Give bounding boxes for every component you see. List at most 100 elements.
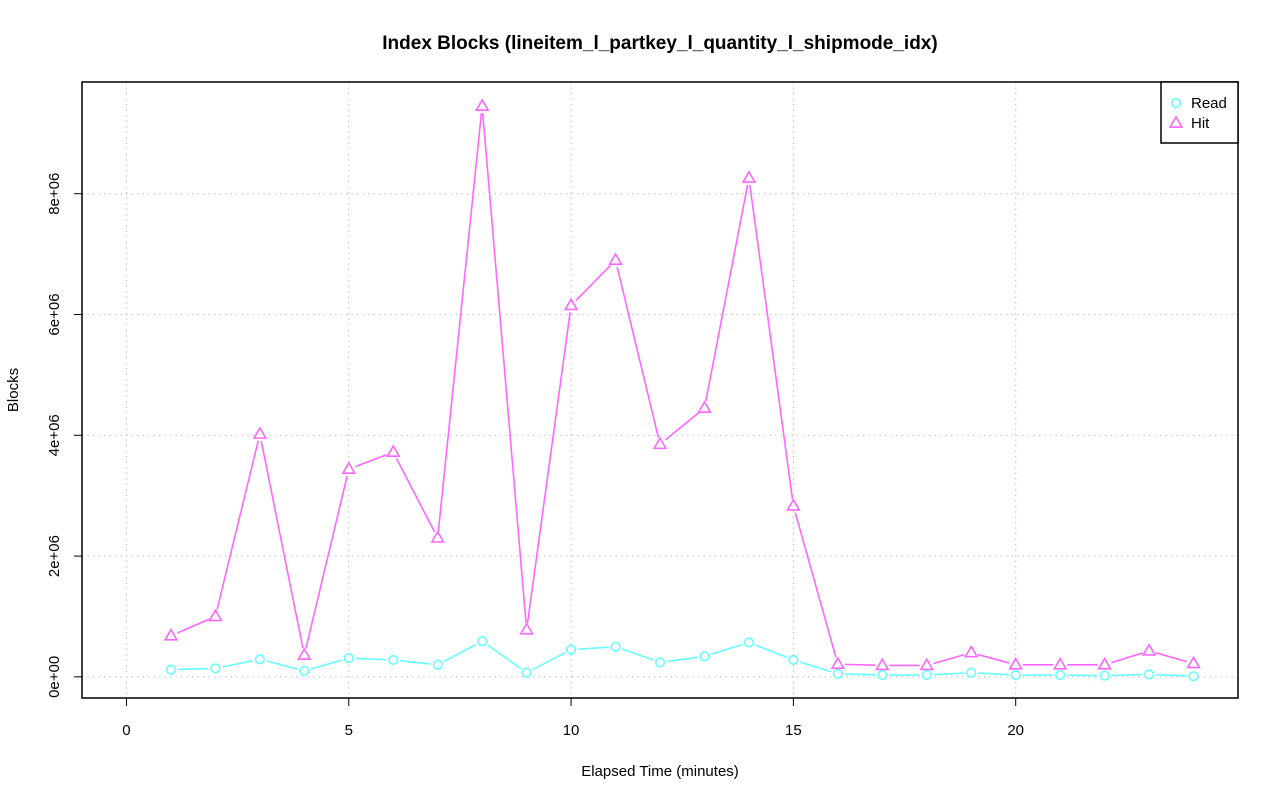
series-line-read — [487, 644, 522, 670]
series-line-hit — [705, 184, 749, 402]
series-read — [165, 636, 1199, 682]
y-tick-label: 4e+06 — [46, 414, 63, 456]
point-read — [210, 663, 221, 674]
point-hit — [875, 657, 890, 671]
point-read — [1010, 669, 1021, 681]
series-line-read — [1156, 673, 1187, 677]
point-hit — [474, 98, 490, 111]
series-line-read — [710, 643, 743, 656]
grid — [82, 82, 1238, 698]
y-axis: 0e+00 2e+06 4e+06 6e+06 8e+06 — [46, 173, 82, 698]
series-line-read — [400, 659, 431, 665]
series-line-hit — [1155, 652, 1188, 663]
point-read — [788, 654, 799, 666]
series-hit — [163, 98, 1201, 671]
series-line-hit — [437, 113, 483, 532]
point-read — [877, 669, 888, 681]
point-read — [1143, 669, 1155, 680]
point-hit — [563, 297, 579, 311]
series-line-hit — [794, 512, 837, 658]
series-line-hit — [216, 440, 259, 610]
point-hit — [963, 644, 979, 658]
legend-box — [1160, 81, 1239, 144]
point-read — [565, 644, 577, 655]
point-read — [477, 636, 488, 647]
series-line-hit — [977, 653, 1010, 664]
series-line-hit — [395, 458, 436, 533]
x-tick-label: 10 — [563, 722, 580, 739]
series-line-hit — [933, 653, 965, 665]
point-read — [165, 664, 177, 675]
series-line-hit — [305, 475, 348, 649]
point-hit — [1097, 656, 1112, 670]
x-tick-label: 5 — [345, 722, 353, 739]
point-hit — [741, 170, 757, 183]
legend: Read Hit — [1160, 81, 1239, 144]
series-line-read — [532, 652, 566, 671]
series-line-hit — [575, 264, 612, 302]
point-read — [832, 668, 843, 679]
series-line-hit — [749, 184, 794, 500]
point-hit — [252, 426, 268, 439]
point-read — [699, 651, 710, 662]
series-line-read — [844, 673, 876, 676]
point-hit — [1052, 656, 1068, 670]
point-read — [966, 667, 977, 678]
point-read — [743, 637, 755, 648]
point-read — [254, 654, 265, 665]
series-line-read — [799, 661, 832, 673]
series-line-hit — [1111, 652, 1143, 664]
chart-title: Index Blocks (lineitem_l_partkey_l_quant… — [382, 33, 937, 54]
series-line-hit — [526, 312, 571, 623]
point-hit — [163, 627, 179, 641]
series-line-hit — [664, 411, 700, 441]
series-layer — [163, 98, 1201, 682]
series-line-hit — [844, 663, 876, 666]
x-axis-label: Elapsed Time (minutes) — [581, 763, 739, 780]
legend-marker-hit — [1168, 115, 1184, 128]
point-read — [343, 653, 354, 664]
series-line-read — [666, 656, 698, 663]
point-read — [1055, 669, 1066, 681]
series-line-read — [266, 660, 298, 670]
series-line-hit — [616, 266, 660, 438]
series-line-read — [578, 646, 609, 651]
point-hit — [297, 647, 312, 660]
y-tick-label: 8e+06 — [46, 173, 63, 215]
y-tick-label: 0e+00 — [46, 656, 63, 698]
x-tick-label: 20 — [1007, 722, 1024, 739]
series-line-hit — [355, 453, 387, 468]
point-hit — [1008, 656, 1023, 670]
y-tick-label: 2e+06 — [46, 535, 63, 577]
series-line-read — [1111, 673, 1143, 677]
point-hit — [786, 498, 801, 511]
point-read — [432, 659, 443, 670]
series-line-read — [621, 648, 654, 661]
point-hit — [652, 436, 668, 450]
series-line-read — [310, 659, 343, 670]
series-line-read — [222, 659, 254, 668]
legend-label-hit: Hit — [1191, 115, 1210, 132]
point-hit — [1186, 655, 1201, 669]
y-tick-label: 6e+06 — [46, 293, 63, 335]
x-tick-label: 15 — [785, 722, 802, 739]
point-read — [654, 657, 666, 668]
point-hit — [430, 530, 445, 543]
legend-marker-read — [1170, 97, 1182, 109]
point-read — [521, 667, 532, 678]
series-line-read — [755, 644, 788, 659]
series-line-read — [177, 667, 209, 671]
point-hit — [519, 621, 534, 635]
point-read — [1099, 670, 1110, 681]
series-line-read — [355, 657, 387, 661]
point-read — [299, 665, 310, 676]
point-hit — [341, 461, 357, 474]
series-line-hit — [481, 113, 527, 623]
point-hit — [208, 608, 223, 622]
point-hit — [385, 444, 401, 458]
point-read — [610, 641, 621, 652]
series-line-read — [443, 643, 477, 663]
series-line-read — [933, 672, 965, 676]
x-axis: 0 5 10 15 20 — [122, 698, 1024, 739]
